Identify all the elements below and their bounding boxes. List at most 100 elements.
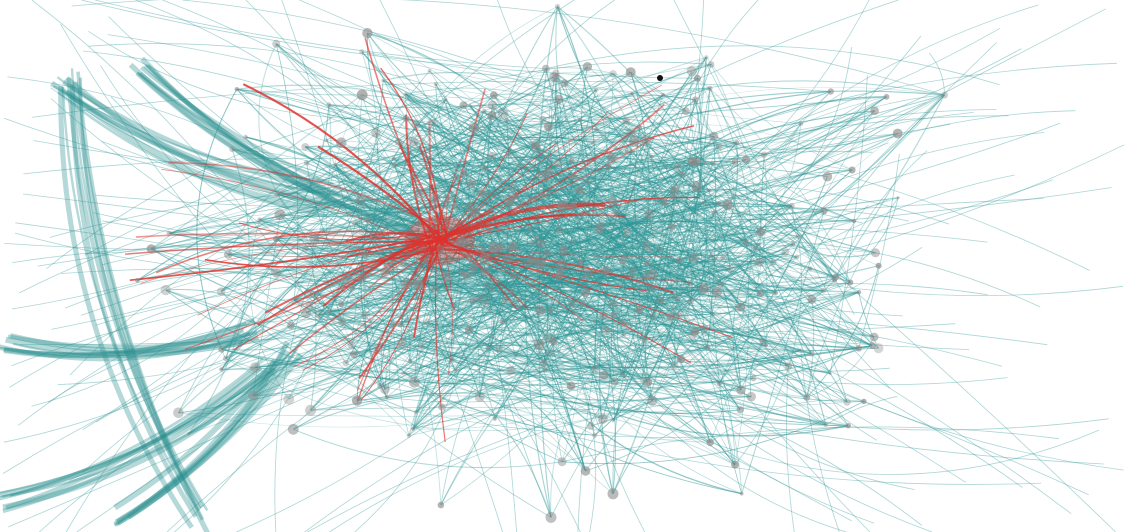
edge: [221, 311, 491, 370]
edge: [174, 223, 356, 532]
edge: [380, 252, 544, 364]
edge: [110, 96, 720, 384]
node: [569, 240, 575, 246]
edge: [858, 153, 900, 349]
edge: [418, 193, 532, 201]
edge: [3, 325, 292, 443]
edge-bundle: [9, 333, 244, 354]
edge: [679, 252, 786, 317]
node: [397, 322, 404, 328]
edge: [403, 88, 711, 265]
node: [466, 178, 477, 189]
edge: [829, 75, 868, 374]
edge: [625, 120, 792, 207]
edge: [713, 136, 808, 398]
node: [505, 194, 516, 205]
edge: [613, 268, 811, 421]
edge: [612, 201, 742, 391]
node: [649, 154, 654, 159]
node: [324, 138, 328, 142]
edge: [405, 93, 851, 283]
edge: [236, 88, 646, 277]
node: [590, 140, 596, 146]
edge: [758, 234, 799, 245]
node: [601, 326, 611, 335]
edge: [461, 241, 1023, 488]
node: [559, 245, 569, 255]
node: [554, 159, 563, 169]
edge: [595, 129, 705, 329]
edge: [675, 297, 743, 494]
edge: [385, 210, 825, 273]
node: [622, 227, 632, 237]
node: [642, 241, 651, 250]
edge: [412, 359, 453, 429]
edge: [538, 202, 704, 345]
edge: [356, 159, 747, 401]
node: [713, 257, 717, 261]
node: [621, 333, 626, 338]
node: [223, 250, 233, 259]
edge: [696, 186, 859, 349]
edge: [651, 205, 792, 317]
edge: [785, 42, 997, 253]
node: [578, 118, 582, 122]
edge: [652, 273, 754, 379]
edge: [446, 109, 997, 277]
node: [351, 395, 363, 406]
edge: [553, 291, 859, 347]
edge: [135, 0, 492, 290]
edge-bundle: [76, 71, 205, 521]
edge: [417, 283, 481, 398]
node: [333, 163, 337, 167]
edge: [425, 260, 491, 313]
edge: [225, 161, 735, 359]
edge: [305, 146, 508, 260]
edge: [466, 132, 632, 276]
edge: [434, 275, 514, 294]
edge: [61, 268, 831, 374]
node: [536, 239, 546, 248]
edge: [415, 123, 510, 156]
node: [362, 28, 373, 39]
edge: [543, 6, 596, 364]
node: [658, 247, 664, 252]
node: [274, 209, 286, 221]
node: [496, 345, 503, 353]
node: [710, 312, 715, 316]
node: [513, 193, 519, 199]
edge: [470, 182, 653, 402]
node: [423, 258, 429, 264]
node: [732, 194, 736, 198]
edge: [401, 89, 597, 344]
edge: [572, 206, 825, 241]
node: [651, 232, 655, 236]
node: [456, 236, 467, 247]
hub-glow: [405, 215, 475, 265]
node: [487, 111, 497, 120]
node: [759, 338, 767, 345]
edge: [519, 307, 545, 364]
node: [820, 287, 827, 294]
node: [557, 200, 569, 212]
edge: [329, 311, 511, 372]
edge: [88, 43, 609, 167]
node: [377, 382, 384, 389]
node: [412, 278, 424, 290]
node: [706, 438, 714, 447]
node: [356, 89, 368, 101]
edge: [479, 396, 552, 518]
edge-bundle: [140, 56, 419, 242]
edge: [412, 243, 794, 430]
node: [560, 79, 569, 88]
edge: [236, 88, 587, 293]
edge: [150, 94, 363, 250]
edge: [137, 119, 581, 281]
node: [406, 433, 411, 438]
edge: [544, 213, 650, 371]
edge: [304, 146, 859, 351]
edge: [630, 72, 697, 188]
edge: [505, 190, 580, 219]
node: [305, 302, 314, 310]
node: [822, 171, 833, 182]
